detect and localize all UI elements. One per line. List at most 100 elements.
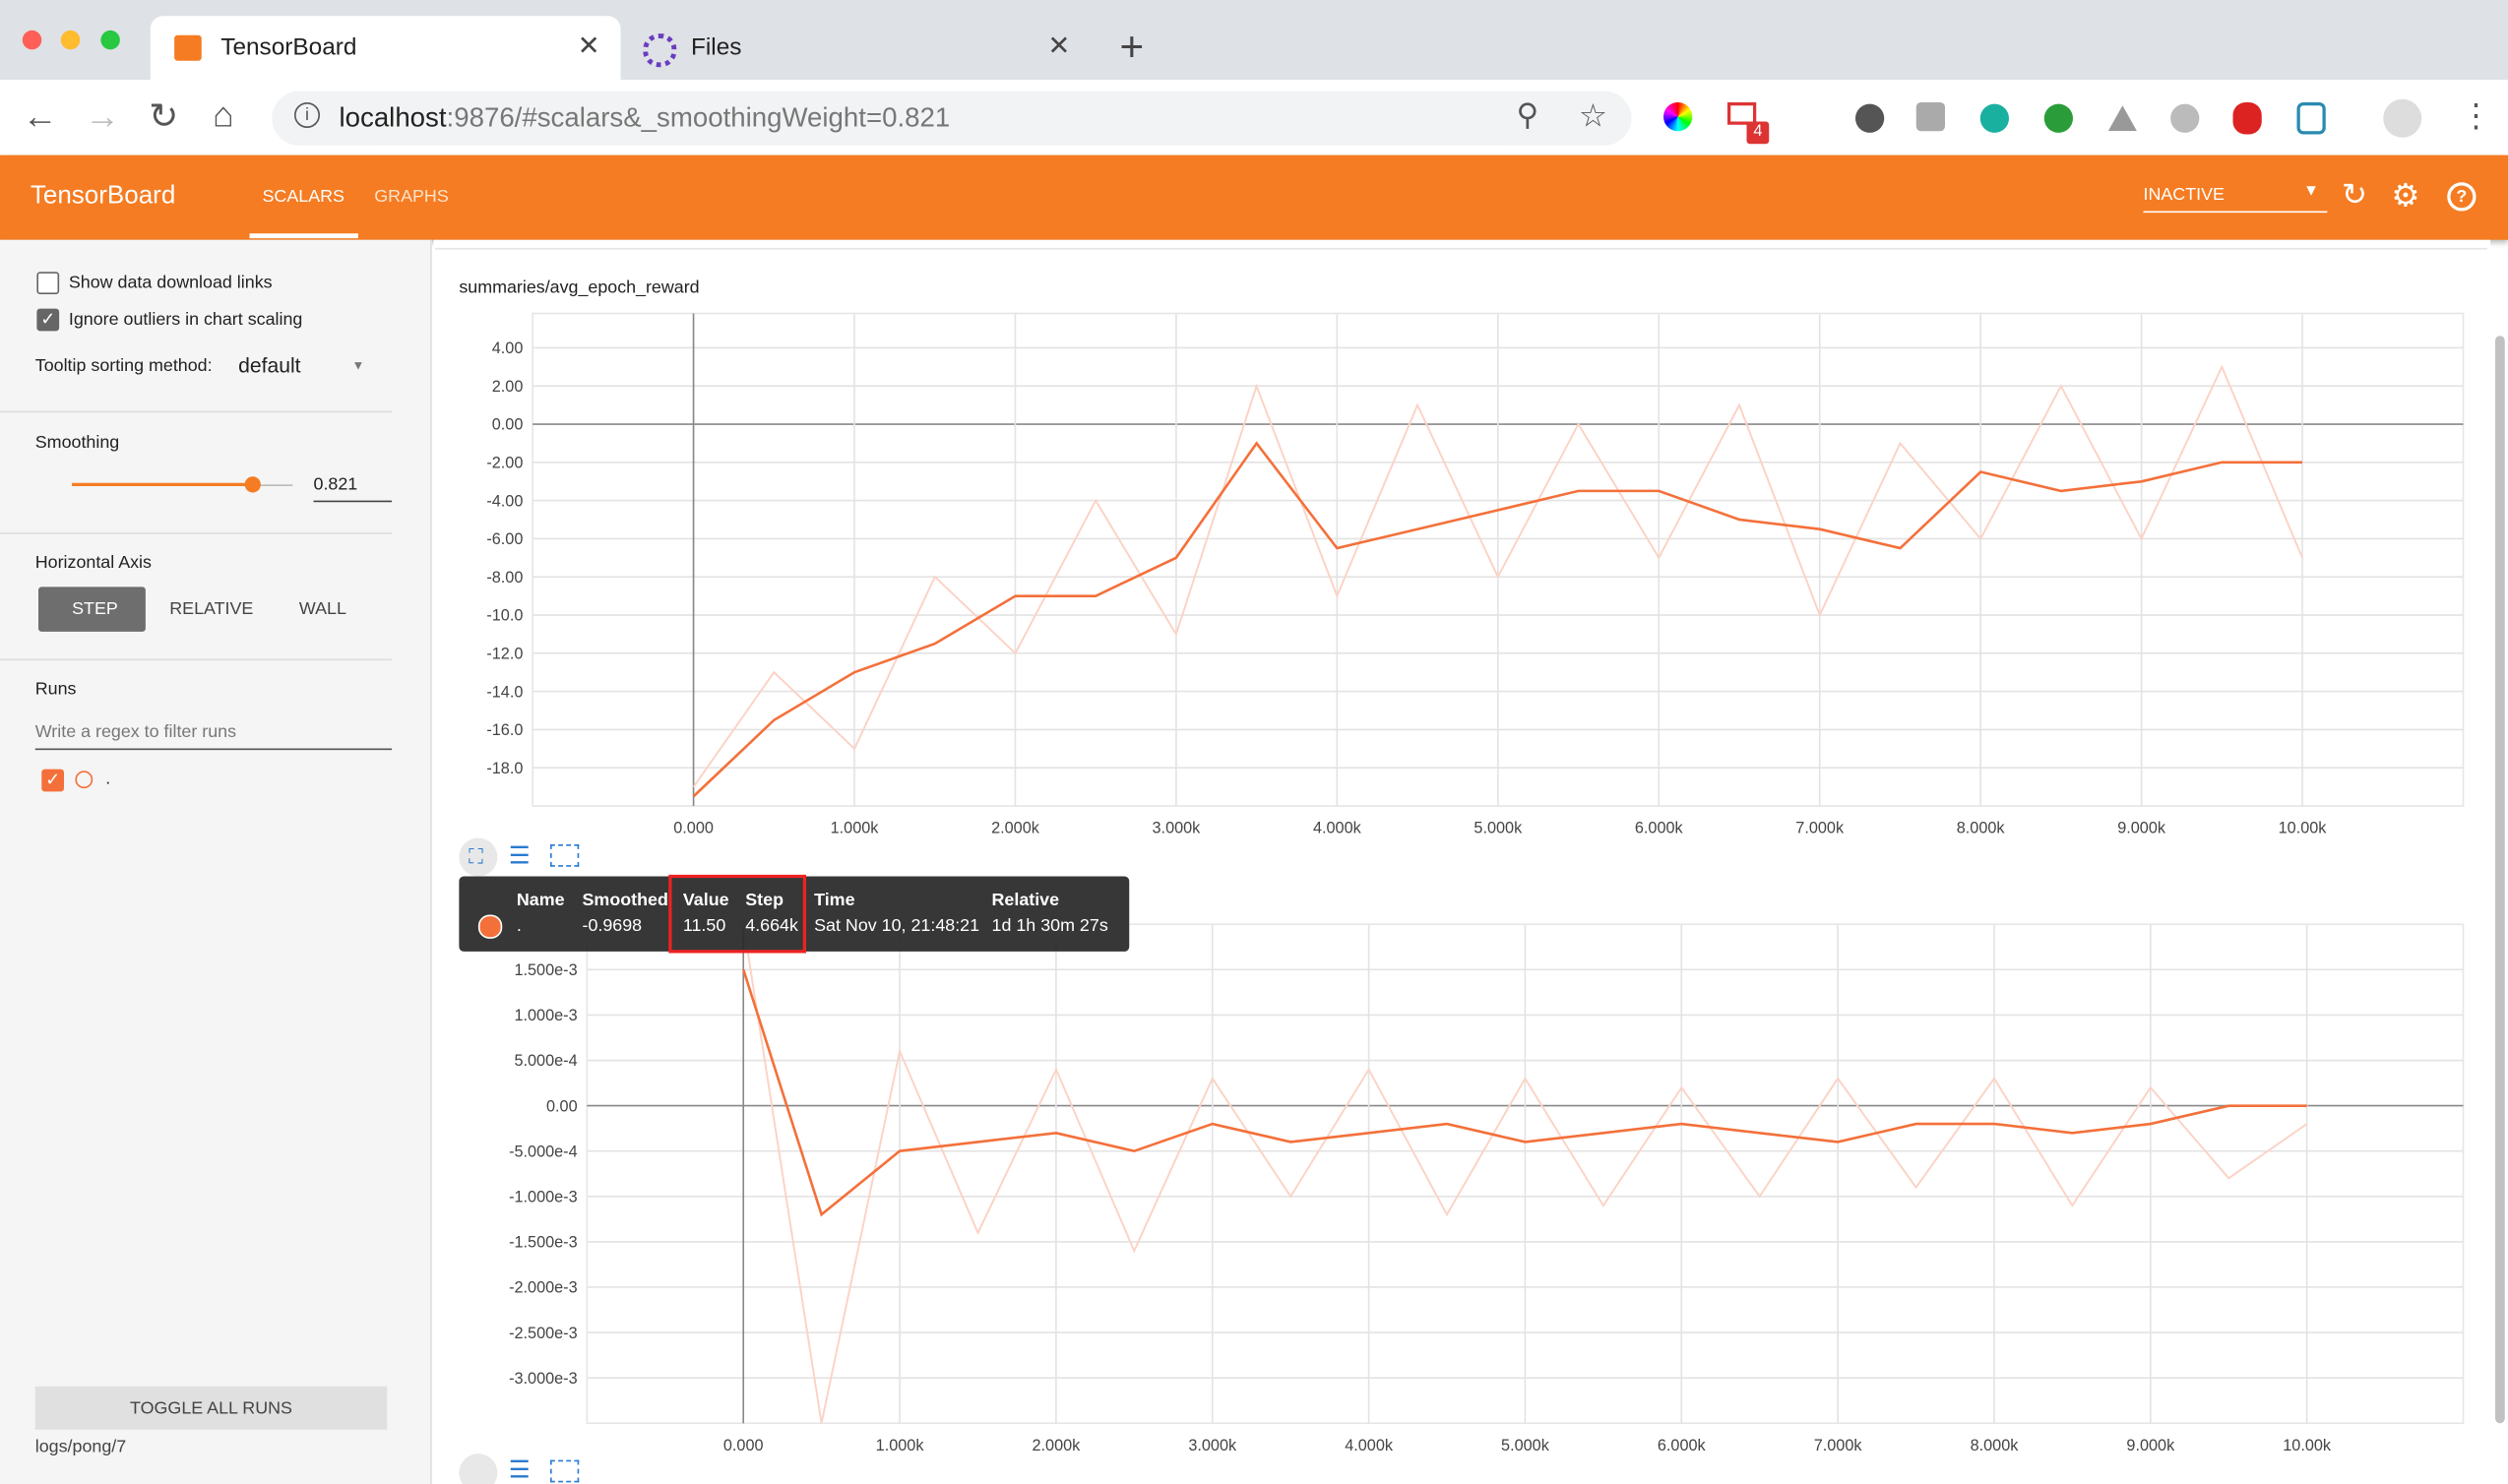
extension-icon[interactable]: [2170, 103, 2200, 133]
min-dot[interactable]: [60, 30, 81, 50]
y-tick-label: -3.000e-3: [509, 1370, 578, 1388]
checkbox-checked[interactable]: ✓: [36, 308, 60, 332]
toggle-option[interactable]: STEP: [72, 599, 118, 619]
nav-tab[interactable]: GRAPHS: [374, 187, 449, 207]
toggle-runs-label[interactable]: TOGGLE ALL RUNS: [130, 1398, 292, 1419]
y-tick-label: -12.0: [486, 645, 523, 662]
x-tick-label: 6.000k: [1635, 820, 1684, 837]
dropdown-arrow[interactable]: ▼: [351, 358, 365, 373]
info-icon[interactable]: i: [294, 102, 320, 128]
filter-input[interactable]: Write a regex to filter runs: [34, 722, 237, 743]
url[interactable]: localhost:9876/#scalars&_smoothingWeight…: [340, 102, 951, 135]
nav-tab[interactable]: SCALARS: [262, 187, 345, 207]
x-tick-label: 1.000k: [876, 1437, 925, 1454]
profile-icon[interactable]: [2383, 98, 2422, 138]
checkbox[interactable]: [36, 272, 60, 294]
tab-close[interactable]: ✕: [1047, 30, 1071, 61]
settings-button[interactable]: ⚙: [2391, 179, 2420, 215]
toggle-runs-button[interactable]: [34, 1386, 388, 1430]
tooltip: [459, 876, 1130, 952]
extension-icon[interactable]: [1855, 103, 1885, 133]
x-tick-label: 0.000: [673, 820, 714, 837]
divider: [0, 532, 393, 534]
close-dot[interactable]: [22, 30, 42, 50]
y-tick-label: -1.000e-3: [509, 1188, 578, 1206]
scrollbar[interactable]: [2495, 336, 2505, 1424]
y-tick-label: 5.000e-4: [514, 1052, 577, 1070]
run-status[interactable]: INACTIVE: [2143, 185, 2225, 206]
input-underline: [313, 500, 393, 503]
refresh-button[interactable]: ↻: [2342, 179, 2367, 214]
y-tick-label: -5.000e-4: [509, 1143, 578, 1160]
x-tick-label: 7.000k: [1795, 820, 1845, 837]
dropdown-value[interactable]: default: [238, 353, 301, 378]
forward-button[interactable]: →: [85, 95, 120, 137]
tab-title[interactable]: TensorBoard: [220, 33, 357, 61]
toggle-option[interactable]: WALL: [298, 599, 346, 619]
tooltip-cell: .: [516, 916, 522, 936]
y-tick-label: -18.0: [486, 760, 523, 777]
dropdown-underline: [2143, 211, 2328, 214]
zoom-icon[interactable]: ⚲: [1516, 98, 1539, 133]
toggle-selected[interactable]: [38, 587, 146, 632]
gmail-badge: 4: [1746, 121, 1770, 145]
tooltip-header: Relative: [991, 891, 1060, 910]
extension-icon[interactable]: [1979, 103, 2009, 133]
log-scale-button[interactable]: ☰: [508, 1456, 531, 1484]
toggle-option[interactable]: RELATIVE: [169, 599, 254, 619]
icon-bg: [459, 837, 498, 877]
extension-icon[interactable]: [1663, 102, 1693, 132]
x-tick-label: 6.000k: [1658, 1437, 1707, 1454]
x-tick-label: 8.000k: [1957, 820, 2006, 837]
section-label: Runs: [34, 679, 77, 700]
extension-icon[interactable]: [2232, 102, 2262, 135]
y-tick-label: -4.00: [486, 492, 523, 510]
tab-title[interactable]: Files: [691, 33, 742, 61]
extension-icon[interactable]: [2043, 103, 2073, 133]
input-underline: [34, 748, 393, 751]
y-tick-label: 1.000e-3: [514, 1007, 577, 1024]
smoothing-value[interactable]: 0.821: [313, 474, 358, 495]
divider: [0, 658, 393, 661]
url-path: :9876/#scalars&_smoothingWeight=0.821: [446, 102, 951, 133]
extension-icon[interactable]: [1915, 102, 1945, 132]
tab-active[interactable]: [150, 16, 621, 81]
dropdown-arrow[interactable]: ▼: [2303, 182, 2320, 201]
max-dot[interactable]: [100, 30, 120, 50]
x-tick-label: 9.000k: [2117, 820, 2166, 837]
fit-domain-button[interactable]: [550, 1459, 580, 1483]
run-color[interactable]: [75, 771, 94, 789]
home-button[interactable]: ⌂: [213, 93, 234, 135]
x-tick-label: 5.000k: [1473, 820, 1523, 837]
setting-label: Tooltip sorting method:: [34, 356, 213, 376]
checkbox-label: Show data download links: [68, 273, 273, 293]
x-tick-label: 10.00k: [2283, 1437, 2332, 1454]
tooltip-cell: 1d 1h 30m 27s: [991, 916, 1108, 936]
tab-close[interactable]: ✕: [577, 30, 600, 61]
y-tick-label: -2.00: [486, 455, 523, 472]
x-tick-label: 3.000k: [1153, 820, 1202, 837]
run-checkbox[interactable]: ✓: [41, 769, 64, 792]
extension-icon[interactable]: [2296, 102, 2326, 135]
app-brand: TensorBoard: [30, 182, 176, 210]
tooltip-cell: 11.50: [682, 916, 726, 936]
fullscreen-button[interactable]: ⛶: [469, 844, 483, 869]
y-tick-label: -8.00: [486, 569, 523, 587]
log-scale-button[interactable]: ☰: [508, 842, 531, 870]
fit-domain-button[interactable]: [550, 844, 580, 867]
new-tab[interactable]: +: [1119, 22, 1145, 71]
help-button[interactable]: ?: [2447, 182, 2477, 212]
tooltip-swatch: [477, 914, 503, 939]
menu-icon[interactable]: ⋮: [2460, 98, 2492, 135]
bookmark-star[interactable]: ☆: [1578, 98, 1608, 135]
url-host: localhost: [339, 102, 447, 133]
slider-knob[interactable]: [245, 476, 262, 493]
tooltip-cell: -0.9698: [582, 916, 643, 936]
gmail-icon[interactable]: [1727, 102, 1757, 125]
tooltip-header: Smoothed: [582, 891, 668, 910]
omnibox[interactable]: [272, 91, 1632, 146]
reload-button[interactable]: ↻: [149, 95, 179, 137]
y-tick-label: 2.00: [492, 378, 524, 396]
back-button[interactable]: ←: [22, 95, 58, 137]
